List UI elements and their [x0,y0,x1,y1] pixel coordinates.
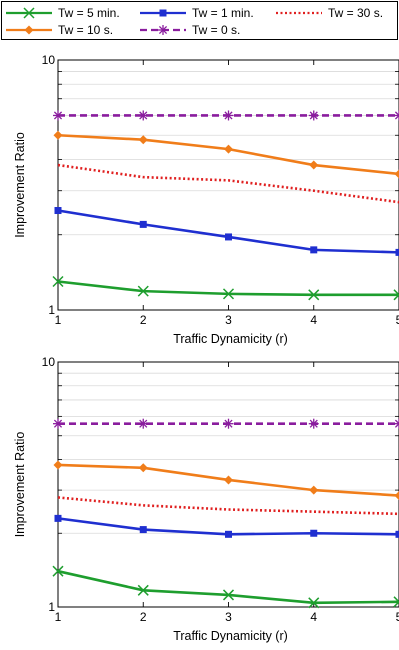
x-axis-label: Traffic Dynamicity (r) [173,629,288,643]
x-tick-label: 4 [310,313,317,327]
data-point [310,246,318,254]
x-tick-label: 2 [140,313,147,327]
legend-label: Tw = 1 min. [192,6,254,20]
tick-labels: 1 2 3 4 5 1 10 [42,53,399,327]
data-point [138,463,148,473]
data-point [138,110,149,121]
data-point [53,460,63,470]
legend-label: Tw = 5 min. [58,6,120,20]
legend-entry-tw-1-min: Tw = 1 min. [140,6,254,20]
y-axis-label: Improvement Ratio [13,432,27,538]
y-axis-label: Improvement Ratio [13,132,27,238]
series-tw-30-s [57,496,399,516]
data-point [139,526,147,534]
legend-entry-tw-10-s: Tw = 10 s. [6,23,113,37]
legend-box [1,1,398,40]
series-line [57,496,399,516]
data-point [308,418,319,429]
series-tw-5-min [52,275,399,301]
data-point [308,597,320,609]
data-point [393,596,399,608]
x-axis-label: Traffic Dynamicity (r) [173,332,288,346]
legend-label: Tw = 30 s. [328,6,383,20]
data-point [224,475,233,485]
legend-marker [159,9,167,17]
data-point [394,110,399,121]
data-point [225,233,232,241]
x-tick-label: 3 [225,610,232,624]
chart-top: 1 2 3 4 5 1 10 Traffic Dynamicity (r) Improvemen… [13,53,399,346]
legend: Tw = 5 min. Tw = 1 min. Tw = 30 s. Tw = 10 … [1,1,398,40]
plot-frame [57,59,399,311]
data-point [53,418,63,429]
data-point [54,514,62,522]
series-tw-1-min [54,514,399,538]
tick-labels: 1 2 3 4 5 1 10 [42,355,399,624]
y-tick-label: 10 [42,355,56,369]
data-point [223,418,234,429]
data-point [395,248,399,256]
x-tick-label: 5 [396,313,399,327]
data-point [395,530,399,538]
grid [58,372,399,534]
data-point [139,220,147,228]
data-point [308,289,320,301]
legend-label: Tw = 10 s. [58,23,113,37]
data-point [52,275,64,288]
data-point [308,110,319,121]
y-tick-label: 1 [48,600,55,614]
data-point [222,288,235,300]
series-tw-30-s [57,163,399,204]
data-point [310,529,318,537]
data-point [223,110,234,121]
data-point [137,584,149,596]
data-point [137,285,149,297]
data-point [394,491,399,501]
legend-marker [23,7,35,19]
series-line [57,163,399,204]
data-point [53,110,63,121]
x-tick-label: 3 [225,313,232,327]
data-point [54,207,62,215]
legend-marker [158,25,168,35]
y-tick-label: 1 [48,303,55,317]
plot-area [58,362,399,607]
data-point [52,565,64,577]
legend-entry-tw-0-s: Tw = 0 s. [140,23,240,37]
plot-frame [57,361,399,608]
series-tw-0-s [53,418,399,429]
data-point [309,485,319,495]
data-point [394,418,399,429]
legend-marker [24,25,34,35]
data-point [393,289,399,301]
x-tick-label: 4 [310,610,317,624]
x-tick-label: 5 [396,610,399,624]
data-point [53,130,63,140]
series-tw-10-s [53,130,399,179]
y-tick-label: 10 [42,53,56,67]
data-point [138,418,149,429]
series-tw-1-min [54,207,399,256]
data-point [222,589,235,601]
x-tick-label: 1 [55,610,62,624]
data-point [394,169,399,179]
data-point [224,144,233,154]
x-tick-label: 2 [140,610,147,624]
plot-area [58,60,399,310]
series-tw-0-s [53,110,399,121]
data-point [138,135,148,145]
chart-bottom: 1 2 3 4 5 1 10 Traffic Dynamicity (r) Improvemen… [13,355,399,643]
legend-entry-tw-5-min: Tw = 5 min. [6,6,120,20]
data-point [225,530,232,538]
legend-label: Tw = 0 s. [192,23,240,37]
series-tw-10-s [53,460,399,501]
series-tw-5-min [52,565,399,609]
legend-entry-tw-30-s: Tw = 30 s. [276,6,383,20]
x-tick-label: 1 [55,313,62,327]
data-point [309,160,319,170]
